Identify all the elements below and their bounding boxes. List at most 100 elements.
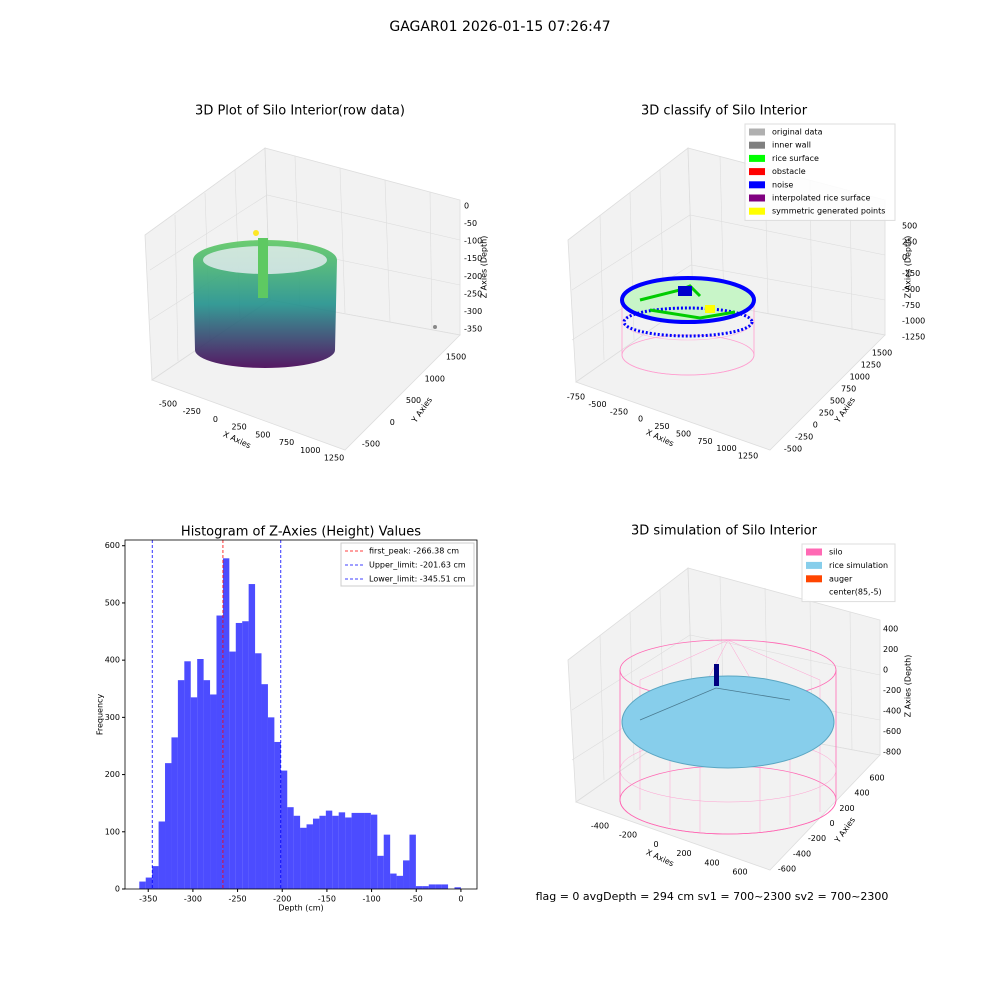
histogram-bar xyxy=(312,818,320,889)
legend-swatch xyxy=(749,128,765,136)
histogram-bar xyxy=(357,812,365,889)
y-tick-label: 1250 xyxy=(861,361,881,370)
y-tick-label: 400 xyxy=(854,789,869,798)
z-tick-label: -250 xyxy=(902,269,920,278)
legend-label: first_peak: -266.38 cm xyxy=(369,547,459,556)
histogram-bar xyxy=(345,817,352,889)
histogram-bar xyxy=(280,770,288,889)
y-tick-label: 1500 xyxy=(872,349,892,358)
y-tick-label: 600 xyxy=(869,774,884,783)
x-axis-label: X Axies xyxy=(645,848,676,869)
histogram-bar xyxy=(370,814,378,889)
x-tick-label: 600 xyxy=(732,868,747,877)
x-tick-label: 500 xyxy=(255,430,270,439)
z-tick-label: -150 xyxy=(464,254,482,263)
histogram-bar xyxy=(229,651,236,889)
histogram-bar xyxy=(139,881,146,889)
legend-label: interpolated rice surface xyxy=(772,194,870,203)
legend-label: rice surface xyxy=(772,154,819,163)
histogram-bar xyxy=(325,810,333,889)
legend-label: auger xyxy=(829,574,853,583)
x-tick-label: 200 xyxy=(676,849,691,858)
histogram-bar xyxy=(422,886,429,889)
y-tick-label: 1000 xyxy=(425,374,445,383)
z-tick-label: -200 xyxy=(464,272,482,281)
y-tick-label: 0 xyxy=(115,885,120,894)
z-tick-label: -100 xyxy=(464,237,482,246)
x-tick-label: -500 xyxy=(588,400,606,409)
x-tick-label: -750 xyxy=(567,393,585,402)
x-tick-label: -250 xyxy=(183,407,201,416)
z-tick-label: 500 xyxy=(902,222,917,231)
histogram-bar xyxy=(255,653,262,889)
histogram-bar xyxy=(274,741,281,889)
x-tick-label: -200 xyxy=(619,831,637,840)
histogram-bar xyxy=(390,873,397,889)
z-tick-label: -350 xyxy=(464,325,482,334)
chart-title: 3D simulation of Silo Interior xyxy=(631,524,818,539)
histogram-bar xyxy=(190,697,198,889)
x-tick-label: -150 xyxy=(318,895,336,904)
legend-label: symmetric generated points xyxy=(772,207,885,216)
z-tick-label: -50 xyxy=(464,219,477,228)
histogram-bar xyxy=(248,584,256,889)
x-tick-label: 0 xyxy=(458,895,463,904)
legend-box xyxy=(340,542,475,587)
y-tick-label: 250 xyxy=(819,409,834,418)
y-tick-label: 0 xyxy=(390,418,395,427)
legend-swatch xyxy=(806,561,822,569)
x-tick-label: 750 xyxy=(279,438,294,447)
x-axis-label: Depth (cm) xyxy=(278,904,323,913)
x-tick-label: -200 xyxy=(273,895,291,904)
y-tick-label: 500 xyxy=(406,396,421,405)
x-tick-label: 0 xyxy=(638,415,643,424)
x-tick-label: -350 xyxy=(139,895,157,904)
z-tick-label: 400 xyxy=(883,625,898,634)
z-tick-label: 200 xyxy=(883,645,898,654)
legend-label: Upper_limit: -201.63 cm xyxy=(369,561,466,570)
x-tick-label: 500 xyxy=(676,429,691,438)
x-tick-label: 0 xyxy=(653,840,658,849)
histogram-bar xyxy=(441,884,449,889)
histogram-bar xyxy=(409,834,416,889)
z-tick-label: -1000 xyxy=(902,317,925,326)
legend-label: noise xyxy=(772,180,793,189)
legend-swatch xyxy=(749,181,765,189)
y-tick-label: 200 xyxy=(839,804,854,813)
legend-label: silo xyxy=(829,548,843,557)
legend-swatch xyxy=(749,194,765,202)
chart-title: Histogram of Z-Axies (Height) Values xyxy=(181,525,421,540)
histogram-bar xyxy=(415,886,423,889)
histogram-bar xyxy=(364,812,371,889)
legend-label: obstacle xyxy=(772,167,806,176)
histogram-bar xyxy=(293,815,301,889)
z-tick-label: -1250 xyxy=(902,333,925,342)
histogram-bar xyxy=(165,763,172,889)
z-tick-label: 0 xyxy=(883,666,888,675)
x-tick-label: -250 xyxy=(610,407,628,416)
histogram-bar xyxy=(306,824,313,889)
histogram-bar xyxy=(332,815,339,889)
histogram-bar xyxy=(158,821,166,889)
y-tick-label: 0 xyxy=(813,421,818,430)
histogram-bar xyxy=(261,684,268,889)
x-tick-label: 1000 xyxy=(300,446,320,455)
histogram-bar xyxy=(145,877,153,889)
y-axis-label: Y Axies xyxy=(832,816,857,846)
z-tick-label: -400 xyxy=(883,707,901,716)
suptitle: GAGAR01 2026-01-15 07:26:47 xyxy=(389,19,610,35)
histogram-bar xyxy=(152,866,159,889)
x-tick-label: 0 xyxy=(213,415,218,424)
y-tick-label: 600 xyxy=(105,541,120,550)
z-axis-label: Z Axies (Depth) xyxy=(904,655,913,718)
histogram-bar xyxy=(403,860,410,889)
histogram-bar xyxy=(222,558,230,889)
z-tick-label: -750 xyxy=(902,301,920,310)
histogram-bar xyxy=(177,680,185,889)
z-axis-label: Z Axies (Depth) xyxy=(904,236,913,299)
y-tick-label: 500 xyxy=(830,397,845,406)
x-tick-label: 1250 xyxy=(324,454,344,463)
x-tick-label: -400 xyxy=(591,822,609,831)
footer: flag = 0 avgDepth = 294 cm sv1 = 700~230… xyxy=(536,890,889,903)
z-tick-label: 0 xyxy=(464,202,469,211)
